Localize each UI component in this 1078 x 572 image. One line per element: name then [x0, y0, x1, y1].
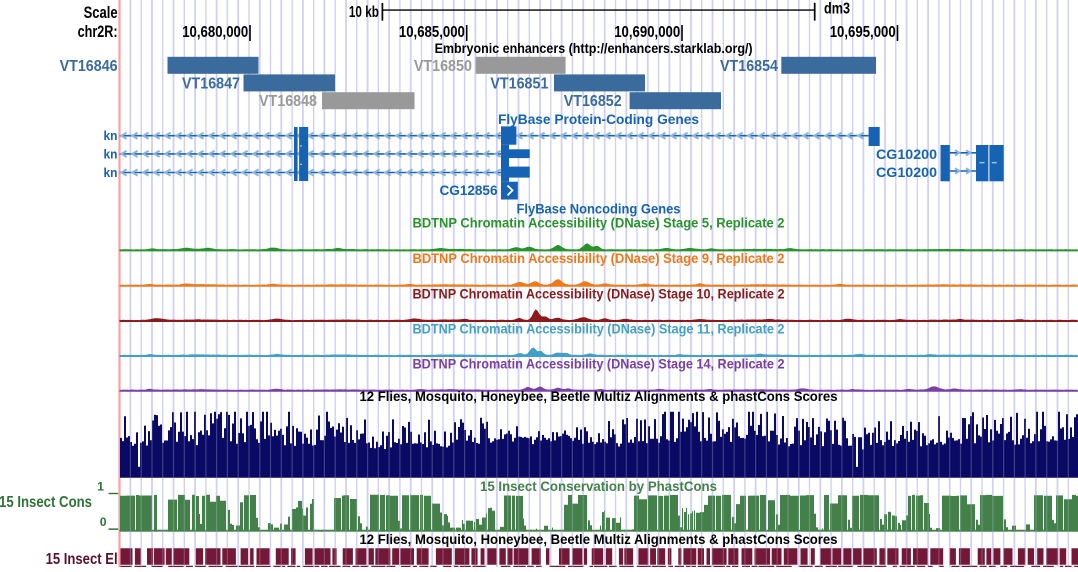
svg-text:BDTNP Chromatin Accessibility: BDTNP Chromatin Accessibility (DNase) St…	[413, 356, 785, 371]
svg-text:10,680,000: 10,680,000	[182, 24, 248, 41]
svg-text:VT16847: VT16847	[182, 75, 240, 92]
svg-text:12 Flies, Mosquito, Honeybee,: 12 Flies, Mosquito, Honeybee, Beetle Mul…	[360, 389, 838, 404]
svg-text:CG10200: CG10200	[876, 164, 937, 180]
svg-text:dm3: dm3	[824, 1, 850, 18]
svg-text:kn: kn	[104, 165, 118, 180]
svg-text:CG12856: CG12856	[440, 182, 498, 198]
svg-text:BDTNP Chromatin Accessibility: BDTNP Chromatin Accessibility (DNase) St…	[413, 216, 785, 231]
svg-text:1: 1	[97, 480, 104, 494]
svg-text:VT16854: VT16854	[720, 58, 778, 75]
svg-text:10,695,000: 10,695,000	[830, 24, 896, 41]
svg-text:BDTNP Chromatin Accessibility: BDTNP Chromatin Accessibility (DNase) St…	[413, 321, 785, 336]
svg-text:FlyBase Protein-Coding Genes: FlyBase Protein-Coding Genes	[498, 112, 699, 127]
svg-text:12 Flies, Mosquito, Honeybee,: 12 Flies, Mosquito, Honeybee, Beetle Mul…	[360, 532, 838, 547]
svg-text:kn: kn	[104, 128, 118, 143]
svg-text:CG10200: CG10200	[876, 146, 937, 162]
svg-text:0: 0	[100, 515, 107, 529]
svg-text:VT16848: VT16848	[259, 93, 317, 110]
svg-text:Embryonic enhancers (http://en: Embryonic enhancers (http://enhancers.st…	[435, 41, 753, 56]
svg-text:VT16850: VT16850	[414, 58, 472, 75]
svg-text:Scale: Scale	[84, 4, 118, 22]
svg-text:kn: kn	[104, 146, 118, 161]
svg-text:BDTNP Chromatin Accessibility: BDTNP Chromatin Accessibility (DNase) St…	[413, 286, 785, 301]
svg-text:15 Insect Conservation by Phas: 15 Insect Conservation by PhastCons	[480, 479, 717, 494]
svg-text:15 Insect Cons: 15 Insect Cons	[0, 494, 92, 511]
svg-text:VT16852: VT16852	[564, 93, 622, 110]
svg-text:15 Insect El: 15 Insect El	[46, 551, 118, 567]
svg-text:chr2R:: chr2R:	[78, 23, 118, 41]
svg-text:VT16851: VT16851	[490, 75, 548, 92]
svg-text:10,685,000: 10,685,000	[399, 24, 465, 41]
svg-text:10 kb: 10 kb	[349, 4, 379, 21]
svg-text:10,690,000: 10,690,000	[614, 24, 680, 41]
svg-text:VT16846: VT16846	[60, 58, 118, 75]
svg-text:FlyBase Noncoding Genes: FlyBase Noncoding Genes	[517, 202, 681, 217]
svg-text:BDTNP Chromatin Accessibility: BDTNP Chromatin Accessibility (DNase) St…	[413, 251, 785, 266]
